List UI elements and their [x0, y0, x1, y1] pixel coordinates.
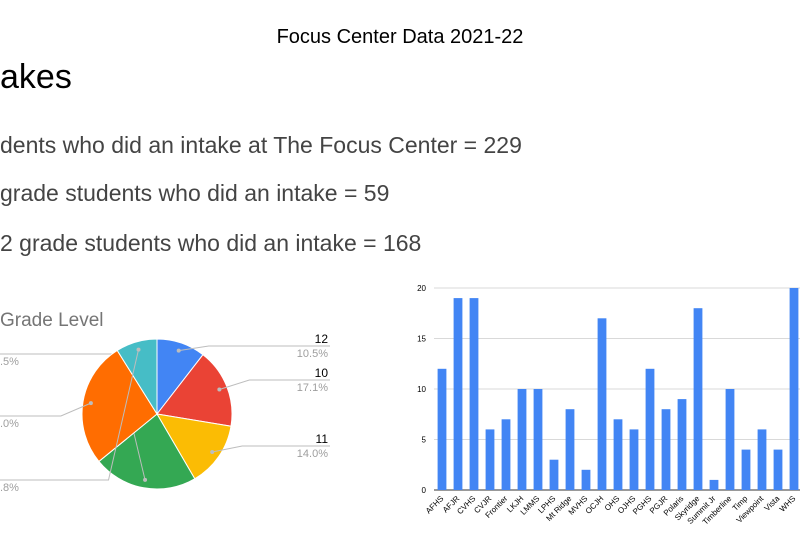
- pie-slice-2: [156, 413, 232, 480]
- pie-slice-name-2: 11: [316, 432, 329, 446]
- bar-2: [469, 298, 479, 490]
- section-heading: akes: [0, 58, 72, 96]
- total-intake-line: dents who did an intake at The Focus Cen…: [0, 132, 522, 158]
- upper-grade-intake-line: 2 grade students who did an intake = 168: [0, 230, 422, 256]
- bar-0: [437, 368, 447, 490]
- pie-slice-3: [98, 413, 196, 490]
- x-tick-label-22: WHS: [778, 494, 798, 514]
- y-tick-label-3: 15: [417, 335, 426, 344]
- pie-leader-line-1: [219, 379, 330, 391]
- bar-4: [501, 419, 511, 490]
- y-tick-label-0: 0: [422, 486, 427, 495]
- pie-slice-1: [156, 354, 233, 427]
- bar-5: [517, 389, 527, 490]
- pie-chart-title: Grade Level: [0, 310, 104, 331]
- bar-12: [629, 429, 639, 490]
- pie-leader-line-5: [0, 349, 139, 481]
- pie-slice-percent-2: 14.0%: [297, 448, 328, 460]
- page-title: Focus Center Data 2021-22: [276, 26, 524, 48]
- x-tick-label-2: CVHS: [455, 494, 477, 516]
- pie-slice-percent-0: 10.5%: [297, 348, 328, 360]
- pie-slice-4: [81, 349, 158, 463]
- bar-9: [581, 469, 591, 490]
- pie-leader-line-0: [178, 345, 330, 352]
- pie-leader-line-2: [212, 445, 330, 453]
- x-tick-label-21: Vista: [763, 494, 782, 513]
- pie-slice-percent-4: .0%: [0, 418, 19, 430]
- pie-slice-5: [116, 338, 158, 416]
- pie-leader-line-4: [0, 402, 92, 417]
- pie-leader-dot-4: [88, 401, 93, 406]
- bar-18: [725, 389, 735, 490]
- bar-1: [453, 298, 463, 490]
- pie-slice-percent-1: 17.1%: [297, 382, 328, 394]
- bar-20: [757, 429, 767, 490]
- lower-grade-intake-line: grade students who did an intake = 59: [0, 180, 390, 206]
- pie-slice-percent-5: .8%: [0, 482, 19, 494]
- y-tick-label-1: 5: [422, 436, 427, 445]
- bar-10: [597, 318, 607, 490]
- pie-slice-name-0: 12: [315, 332, 329, 346]
- bar-6: [533, 389, 543, 490]
- bar-3: [485, 429, 495, 490]
- x-tick-label-10: OCJH: [584, 494, 606, 516]
- bar-21: [773, 449, 783, 490]
- bar-11: [613, 419, 623, 490]
- bar-8: [565, 409, 575, 490]
- pie-leader-dot-1: [217, 387, 222, 392]
- bar-14: [661, 409, 671, 490]
- y-tick-label-4: 20: [417, 284, 426, 293]
- bar-22: [789, 288, 799, 490]
- bar-7: [549, 459, 559, 490]
- pie-slice-name-1: 10: [315, 366, 329, 380]
- bar-16: [693, 308, 703, 490]
- bar-19: [741, 449, 751, 490]
- grade-level-pie-chart: 12 10.5% 10 17.1% 11 14.0% .5% .0% .8%: [0, 332, 330, 494]
- bar-17: [709, 479, 719, 490]
- y-tick-label-2: 10: [417, 385, 426, 394]
- school-bar-chart: 05101520AFHSAFJRCVHSCVJRFrontierLKJHLMMS…: [417, 284, 800, 527]
- pie-slice-percent-3: .5%: [0, 356, 19, 368]
- x-tick-label-0: AFHS: [424, 494, 445, 515]
- bar-13: [645, 368, 655, 490]
- bar-15: [677, 399, 687, 490]
